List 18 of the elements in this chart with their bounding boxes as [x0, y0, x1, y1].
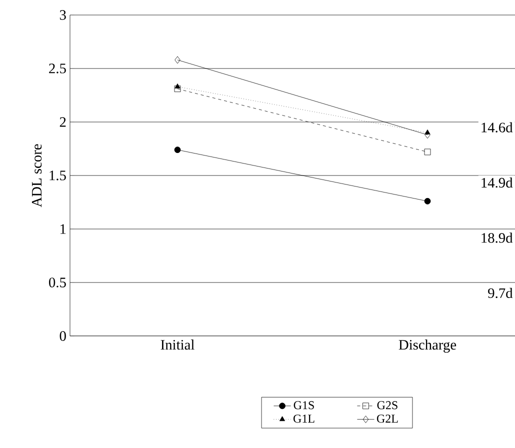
annotation: 14.6d — [482, 122, 513, 132]
legend-label: G1L — [293, 414, 314, 423]
y-tick-label: 1 — [60, 224, 66, 234]
y-tick-label: 0 — [60, 331, 66, 341]
y-tick-label: 1.5 — [50, 170, 66, 180]
y-tick-label: 0.5 — [49, 278, 66, 288]
y-tick-label: 2 — [60, 117, 66, 127]
y-tick-label: 2.5 — [49, 64, 66, 74]
legend-label: G2S — [377, 401, 398, 410]
legend-label: G1S — [294, 401, 314, 410]
y-axis-title: ADL score — [32, 144, 42, 208]
annotation: 14.9d — [482, 177, 513, 188]
legend-label: G2L — [376, 414, 398, 423]
x-tick-label: Initial — [160, 340, 194, 350]
x-tick-label: Discharge — [398, 340, 456, 353]
annotation: 18.9d — [482, 232, 513, 243]
annotation: 9.7d — [488, 288, 513, 298]
y-tick-label: 3 — [60, 10, 66, 20]
